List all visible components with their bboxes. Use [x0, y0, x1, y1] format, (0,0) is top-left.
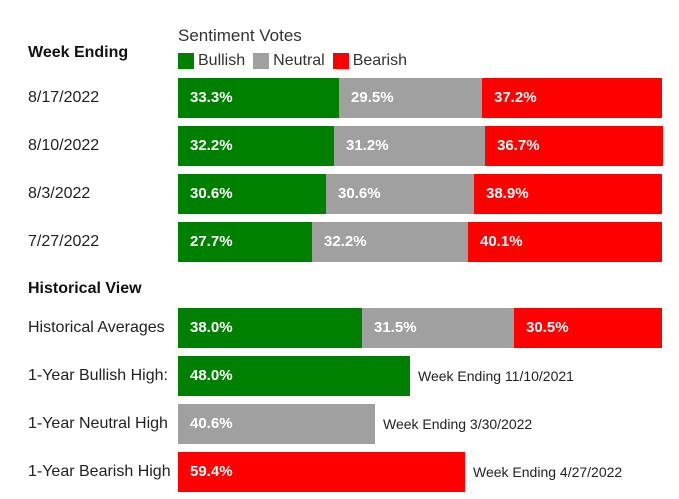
high-week-note: Week Ending 3/30/2022 — [383, 416, 533, 432]
bar-segment-neutral-8-10-2022: 31.2% — [334, 126, 485, 166]
bar-segment-bearish-8-17-2022: 37.2% — [482, 78, 662, 118]
week-row-label: 8/10/2022 — [28, 137, 100, 154]
legend-swatch-bearish — [332, 53, 349, 69]
bar-segment-neutral-1-year-neutral-high: 40.6% — [178, 404, 375, 444]
bar-segment-bullish-8-17-2022: 33.3% — [178, 78, 339, 118]
legend-label-neutral: Neutral — [273, 52, 325, 69]
legend-label-bullish: Bullish — [198, 52, 246, 69]
bar-segment-neutral-historical-averages: 31.5% — [362, 308, 514, 348]
historical-row-label: 1-Year Bearish High — [28, 463, 171, 480]
historical-row-label: 1-Year Neutral High — [28, 415, 168, 432]
historical-row-label: Historical Averages — [28, 319, 165, 336]
bar-segment-bearish-8-3-2022: 38.9% — [474, 174, 662, 214]
historical-row-label: 1-Year Bullish High: — [28, 367, 168, 384]
legend-label-bearish: Bearish — [352, 52, 407, 69]
legend-swatch-neutral — [253, 53, 270, 69]
legend-item-bearish: Bearish — [332, 52, 407, 70]
bar-segment-bullish-7-27-2022: 27.7% — [178, 222, 312, 262]
bar-segment-bullish-1-year-bullish-high: 48.0% — [178, 356, 410, 396]
high-week-note: Week Ending 4/27/2022 — [473, 464, 623, 480]
week-row-label: 8/3/2022 — [28, 185, 91, 202]
week-ending-heading: Week Ending — [28, 44, 129, 61]
bar-segment-bullish-historical-averages: 38.0% — [178, 308, 362, 348]
bar-segment-bearish-1-year-bearish-high: 59.4% — [178, 452, 465, 492]
bar-segment-neutral-8-3-2022: 30.6% — [326, 174, 474, 214]
bar-segment-bullish-8-10-2022: 32.2% — [178, 126, 334, 166]
historical-view-heading: Historical View — [28, 280, 142, 297]
bar-segment-bullish-8-3-2022: 30.6% — [178, 174, 326, 214]
legend-title: Sentiment Votes — [178, 26, 302, 45]
bar-segment-bearish-historical-averages: 30.5% — [514, 308, 662, 348]
week-row-label: 8/17/2022 — [28, 89, 100, 106]
high-week-note: Week Ending 11/10/2021 — [418, 368, 574, 384]
week-row-label: 7/27/2022 — [28, 233, 100, 250]
bar-segment-bearish-7-27-2022: 40.1% — [468, 222, 662, 262]
bar-segment-neutral-7-27-2022: 32.2% — [312, 222, 468, 262]
legend-swatch-bullish — [178, 53, 194, 69]
legend: Bullish Neutral Bearish — [178, 52, 415, 70]
bar-segment-bearish-8-10-2022: 36.7% — [485, 126, 663, 166]
bar-segment-neutral-8-17-2022: 29.5% — [339, 78, 482, 118]
legend-item-neutral: Neutral — [253, 52, 325, 70]
legend-item-bullish: Bullish — [178, 52, 245, 70]
